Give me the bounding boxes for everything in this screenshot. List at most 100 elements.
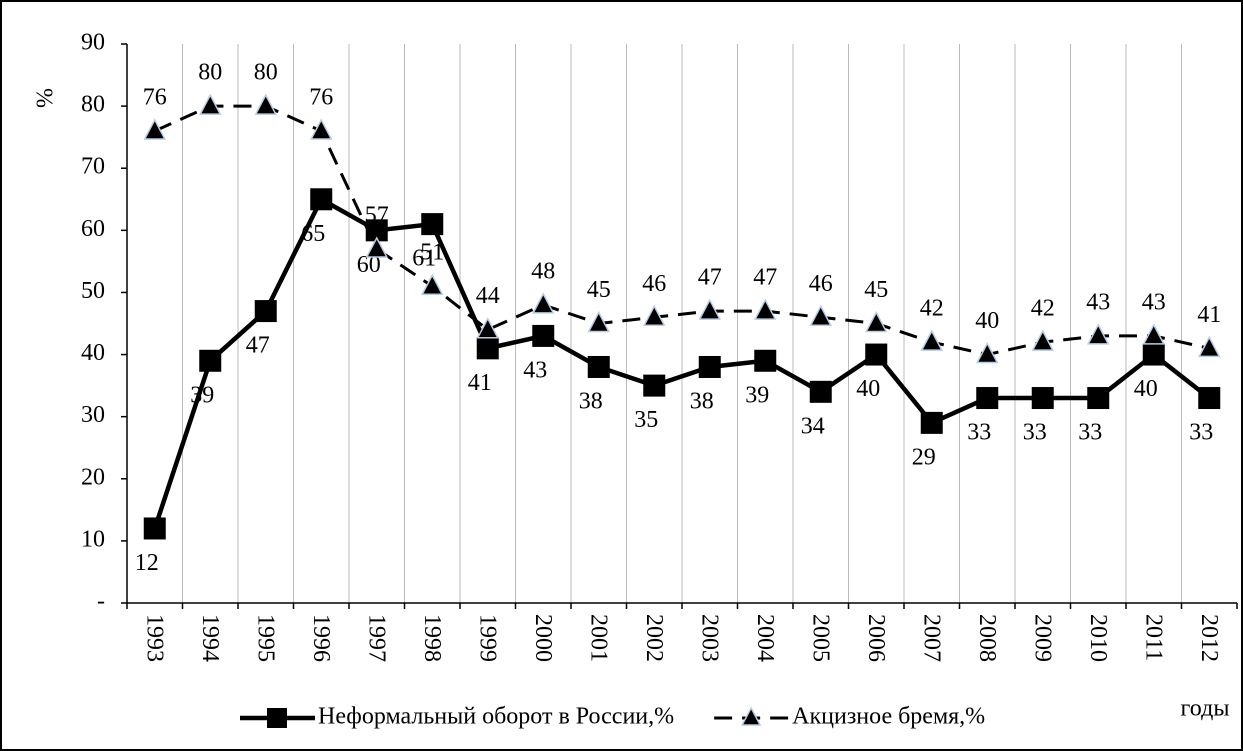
marker-square (476, 337, 499, 360)
data-label: 80 (198, 60, 222, 86)
data-label: 40 (1134, 376, 1158, 402)
marker-square (1142, 343, 1165, 366)
data-label: 40 (975, 308, 999, 334)
data-label: 47 (246, 333, 270, 359)
marker-square (1087, 387, 1110, 410)
data-label: 43 (523, 357, 547, 383)
legend-marker (267, 708, 287, 728)
marker-square (587, 355, 610, 378)
marker-square (199, 349, 222, 372)
marker-square (920, 411, 943, 434)
x-tick-label: 2008 (974, 614, 1000, 662)
data-label: 47 (753, 265, 777, 291)
x-tick-label: 1996 (308, 614, 334, 662)
marker-square (532, 324, 555, 347)
marker-square (698, 355, 721, 378)
x-axis-label: годы (1181, 696, 1230, 722)
data-label: 42 (1031, 296, 1055, 322)
x-tick-label: 2006 (863, 614, 889, 662)
x-tick-label: 2004 (752, 614, 778, 662)
legend-label: Акцизное бремя,% (792, 704, 985, 730)
legend-marker (740, 706, 762, 726)
marker-triangle (1031, 329, 1054, 351)
marker-square (754, 349, 777, 372)
data-label: 48 (531, 258, 555, 284)
y-tick-label: - (97, 589, 105, 615)
y-tick-label: 20 (81, 464, 105, 490)
data-label: 42 (920, 296, 944, 322)
data-label: 43 (1142, 289, 1166, 315)
data-label: 33 (1023, 420, 1047, 446)
data-label: 51 (420, 240, 444, 266)
marker-triangle (920, 329, 943, 351)
marker-triangle (643, 304, 666, 327)
marker-square (365, 219, 388, 242)
x-tick-label: 2009 (1029, 614, 1055, 662)
data-label: 35 (634, 407, 658, 433)
x-tick-label: 1997 (363, 614, 389, 662)
data-label: 47 (698, 265, 722, 291)
data-label: 39 (745, 382, 769, 408)
series-line (154, 104, 1210, 357)
x-tick-label: 2011 (1140, 614, 1166, 661)
marker-triangle (865, 310, 888, 333)
y-axis-label: % (30, 88, 56, 108)
x-tick-label: 1999 (474, 614, 500, 662)
y-tick-label: 70 (81, 154, 105, 180)
data-label: 40 (856, 376, 880, 402)
x-tick-label: 2012 (1196, 614, 1222, 662)
marker-triangle (254, 93, 277, 115)
y-tick-label: 10 (81, 526, 105, 552)
y-tick-label: 50 (81, 278, 105, 304)
data-label: 39 (190, 382, 214, 408)
x-tick-label: 2000 (530, 614, 556, 662)
legend-label: Неформальный оборот в России,% (318, 704, 674, 730)
data-label: 38 (690, 388, 714, 414)
marker-triangle (421, 273, 444, 295)
x-tick-label: 1995 (252, 614, 278, 662)
data-label: 76 (309, 84, 333, 110)
data-label: 45 (587, 277, 611, 303)
x-tick-label: 2003 (696, 614, 722, 662)
x-tick-label: 2010 (1085, 614, 1111, 662)
marker-square (143, 517, 166, 540)
data-label: 80 (254, 60, 278, 86)
data-label: 45 (864, 277, 888, 303)
y-tick-label: 80 (81, 92, 105, 118)
marker-triangle (1142, 323, 1165, 345)
marker-triangle (698, 298, 721, 320)
marker-triangle (1087, 323, 1110, 345)
x-tick-label: 2002 (641, 614, 667, 662)
data-label: 33 (967, 420, 991, 446)
data-label: 33 (1078, 420, 1102, 446)
x-tick-label: 1998 (419, 614, 445, 662)
x-tick-label: 2005 (807, 614, 833, 662)
data-label: 43 (1086, 289, 1110, 315)
marker-square (1198, 387, 1221, 410)
marker-square (865, 343, 888, 366)
data-label: 38 (579, 388, 603, 414)
y-tick-label: 60 (81, 216, 105, 242)
data-label: 41 (1197, 302, 1221, 328)
x-tick-label: 1994 (197, 614, 223, 662)
data-label: 46 (809, 271, 833, 297)
marker-triangle (199, 93, 222, 115)
marker-triangle (532, 292, 555, 314)
data-label: 29 (912, 444, 936, 470)
marker-triangle (587, 310, 610, 333)
marker-triangle (143, 118, 166, 140)
marker-square (254, 300, 277, 323)
marker-triangle (310, 118, 333, 140)
data-label: 34 (801, 413, 825, 439)
marker-triangle (754, 298, 777, 320)
data-label: 33 (1189, 420, 1213, 446)
data-label: 76 (143, 84, 167, 110)
data-label: 44 (476, 283, 500, 309)
data-label: 61 (412, 246, 436, 272)
marker-triangle (365, 236, 388, 258)
data-label: 65 (301, 221, 325, 247)
data-label: 12 (135, 550, 159, 576)
marker-triangle (476, 317, 499, 339)
data-label: 46 (642, 271, 666, 297)
